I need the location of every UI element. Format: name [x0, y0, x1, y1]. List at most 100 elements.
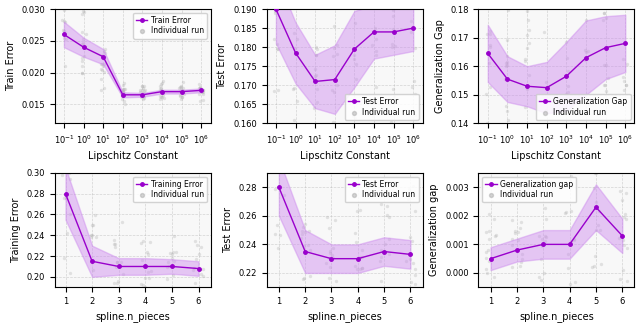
Test Error	[351, 47, 358, 51]
Point	[136, 94, 146, 99]
Point	[270, 186, 280, 192]
Point	[378, 295, 388, 300]
Point	[269, 10, 280, 15]
Point	[563, 94, 573, 100]
Point	[589, 170, 600, 175]
Test Error	[275, 185, 283, 189]
Point	[516, 220, 526, 225]
Generalization Gap	[602, 46, 609, 50]
Point	[323, 305, 333, 310]
Point	[139, 83, 149, 88]
Point	[194, 252, 204, 257]
Legend: Train Error, Individual run: Train Error, Individual run	[133, 13, 207, 38]
Train Error	[197, 89, 205, 92]
Point	[591, 171, 601, 176]
Point	[541, 184, 551, 190]
Point	[322, 215, 332, 220]
Point	[99, 48, 109, 53]
Point	[504, 185, 515, 191]
Point	[565, 281, 575, 286]
Training Error	[141, 264, 149, 268]
Point	[77, 41, 87, 46]
Point	[143, 270, 153, 275]
Point	[118, 90, 129, 95]
Point	[99, 55, 109, 60]
Point	[482, 152, 492, 157]
Point	[536, 182, 547, 187]
Point	[370, 128, 380, 133]
Point	[410, 112, 420, 117]
Point	[561, 266, 571, 271]
Point	[120, 86, 130, 92]
Point	[198, 97, 209, 103]
Point	[376, 247, 386, 253]
Point	[595, 261, 605, 266]
Point	[309, 122, 319, 128]
Point	[138, 282, 148, 288]
X-axis label: Lipschitz Constant: Lipschitz Constant	[88, 151, 177, 161]
Point	[60, 157, 70, 163]
Point	[324, 255, 334, 260]
Point	[272, 46, 282, 51]
Point	[196, 89, 207, 94]
Point	[410, 282, 420, 287]
Point	[56, 173, 67, 178]
Point	[109, 237, 119, 243]
Point	[161, 294, 172, 299]
Point	[166, 256, 177, 261]
Point	[501, 64, 511, 69]
Point	[561, 91, 571, 96]
Point	[601, 89, 611, 94]
Point	[138, 85, 148, 91]
Point	[136, 240, 147, 246]
Point	[100, 51, 110, 56]
X-axis label: Lipschitz Constant: Lipschitz Constant	[511, 151, 602, 161]
Point	[269, 117, 279, 123]
Point	[77, 29, 87, 34]
Point	[110, 241, 120, 246]
Point	[141, 250, 152, 255]
Point	[297, 231, 307, 236]
Line: Test Error: Test Error	[274, 7, 415, 83]
Point	[523, 128, 533, 133]
Point	[349, 57, 359, 62]
Point	[591, 228, 601, 233]
Point	[191, 242, 202, 247]
Generalization Gap	[563, 74, 570, 78]
Point	[79, 2, 90, 7]
Point	[292, 98, 302, 104]
Point	[580, 47, 591, 52]
X-axis label: Lipschitz Constant: Lipschitz Constant	[300, 151, 390, 161]
Point	[566, 208, 576, 213]
Generalization gap	[592, 205, 600, 209]
Point	[350, 20, 360, 26]
Point	[86, 234, 97, 239]
Point	[561, 209, 572, 215]
Line: Training Error: Training Error	[64, 192, 200, 270]
Point	[137, 83, 147, 89]
Point	[522, 86, 532, 91]
Point	[158, 78, 168, 83]
Point	[330, 217, 340, 223]
Point	[621, 216, 631, 221]
Point	[534, 274, 544, 279]
Point	[195, 85, 205, 90]
Point	[332, 51, 342, 57]
Point	[100, 46, 110, 51]
Point	[289, 30, 299, 35]
Point	[328, 54, 339, 59]
Point	[155, 93, 165, 98]
Point	[603, 76, 613, 81]
Point	[600, 62, 610, 68]
Point	[406, 30, 416, 35]
Point	[96, 87, 106, 92]
Point	[326, 253, 337, 258]
Point	[541, 217, 551, 222]
Point	[88, 324, 99, 328]
Point	[65, 171, 75, 176]
Point	[598, 17, 609, 23]
Point	[311, 44, 321, 49]
Point	[536, 257, 546, 262]
Point	[291, 166, 301, 171]
Point	[272, 138, 282, 144]
